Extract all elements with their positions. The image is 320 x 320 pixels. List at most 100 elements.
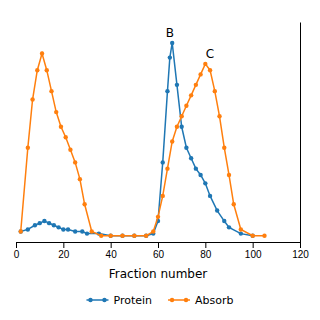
series-markers [19, 41, 255, 238]
point [232, 202, 236, 206]
x-tick: 100 [245, 242, 262, 260]
x-tick: 60 [153, 242, 165, 260]
x-tick-mark [111, 242, 112, 248]
chart: 020406080100120Fraction numberBCProteinA… [0, 0, 320, 320]
point [47, 221, 51, 225]
point [132, 234, 136, 238]
point [184, 146, 188, 150]
point [213, 89, 217, 93]
x-tick-mark [205, 242, 206, 248]
point [99, 234, 103, 238]
x-tick-mark [253, 242, 254, 248]
x-tick-label: 20 [58, 249, 70, 260]
point [120, 234, 124, 238]
annotation: C [206, 47, 214, 61]
point [42, 219, 46, 223]
x-tick-label: 120 [292, 249, 309, 260]
point [222, 146, 226, 150]
legend-marker [184, 298, 188, 302]
point [54, 110, 58, 114]
point [73, 229, 77, 233]
point [78, 177, 82, 181]
point [68, 148, 72, 152]
legend-item: Protein [86, 294, 152, 307]
legend-label: Protein [113, 294, 152, 307]
legend-marker [170, 298, 174, 302]
point [179, 125, 183, 129]
x-tick: 120 [292, 242, 309, 260]
x-tick-label: 40 [106, 249, 118, 260]
x-tick: 20 [58, 242, 70, 260]
point [26, 146, 30, 150]
x-tick-mark [63, 242, 64, 248]
point [215, 208, 219, 212]
point [198, 72, 202, 76]
point [217, 114, 221, 118]
point [161, 194, 165, 198]
point [52, 223, 56, 227]
point [156, 215, 160, 219]
legend-marker [88, 298, 92, 302]
point [262, 234, 266, 238]
point [203, 62, 207, 66]
point [35, 68, 39, 72]
point [239, 227, 243, 231]
point [73, 160, 77, 164]
point [175, 125, 179, 129]
point [49, 89, 53, 93]
point [144, 234, 148, 238]
point [189, 93, 193, 97]
point [227, 225, 231, 229]
x-tick: 40 [106, 242, 118, 260]
point [19, 229, 23, 233]
series-line [21, 43, 253, 236]
point [63, 135, 67, 139]
point [179, 114, 183, 118]
point [170, 139, 174, 143]
point [59, 125, 63, 129]
point [120, 234, 124, 238]
x-tick-label: 100 [245, 249, 262, 260]
legend-label: Absorb [195, 294, 233, 307]
point [66, 227, 70, 231]
x-tick: 80 [200, 242, 212, 260]
point [144, 234, 148, 238]
point [132, 234, 136, 238]
x-tick-label: 0 [14, 249, 20, 260]
point [151, 229, 155, 233]
point [250, 234, 254, 238]
point [170, 41, 174, 45]
point [189, 156, 193, 160]
x-tick-mark [300, 242, 301, 248]
x-tick-mark [16, 242, 17, 248]
point [30, 97, 34, 101]
point [85, 231, 89, 235]
point [184, 104, 188, 108]
point [108, 234, 112, 238]
point [45, 68, 49, 72]
legend-item: Absorb [168, 294, 233, 307]
x-tick-label: 80 [200, 249, 212, 260]
point [61, 227, 65, 231]
point [165, 89, 169, 93]
x-axis-line [17, 243, 301, 249]
point [33, 223, 37, 227]
plot-area [19, 41, 267, 238]
point [161, 160, 165, 164]
series-line [21, 53, 265, 235]
point [165, 166, 169, 170]
point [239, 231, 243, 235]
point [108, 234, 112, 238]
point [37, 221, 41, 225]
point [175, 83, 179, 87]
point [194, 166, 198, 170]
y-axis-line [300, 23, 301, 243]
point [208, 194, 212, 198]
point [40, 51, 44, 55]
point [198, 173, 202, 177]
point [168, 55, 172, 59]
point [227, 173, 231, 177]
x-axis: 0 20 40 60 80 100 120 [14, 242, 310, 260]
point [222, 219, 226, 223]
x-tick-label: 60 [153, 249, 165, 260]
